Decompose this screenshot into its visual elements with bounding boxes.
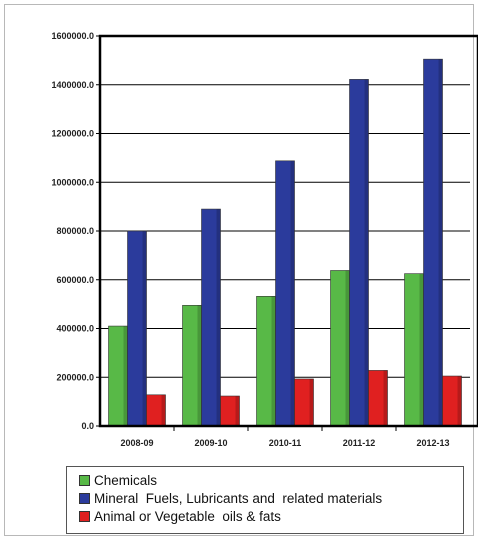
x-tick-label: 2008-09: [120, 438, 153, 448]
legend-swatch-chemicals: [79, 474, 90, 486]
plot-area-border: [98, 34, 478, 428]
chart-frame: [4, 4, 474, 536]
y-axis-tick-labels: 0.0 200000.0 400000.0 600000.0 800000.0 10000…: [51, 31, 94, 431]
legend-label-chemicals: Chemicals: [94, 472, 158, 488]
bar-shade: [383, 370, 388, 426]
x-tick-label: 2012-13: [416, 438, 449, 448]
y-tick-label: 1200000.0: [51, 129, 94, 139]
y-tick-label: 800000.0: [56, 226, 94, 236]
bar-shade: [197, 305, 202, 426]
plot-border: [98, 34, 478, 428]
y-tick-label: 400000.0: [56, 324, 94, 334]
legend-item-chemicals: Chemicals: [79, 471, 463, 489]
x-axis-tick-labels: 2008-09 2009-10 2010-11 2011-12 2012-13: [120, 438, 449, 448]
legend-label-animal-vegetable-oils: Animal or Vegetable oils & fats: [94, 508, 281, 524]
bar-shade: [161, 394, 166, 426]
y-tick-label: 600000.0: [56, 275, 94, 285]
x-tick-label: 2009-10: [194, 438, 227, 448]
y-tick-label: 1000000.0: [51, 177, 94, 187]
legend-item-animal-vegetable-oils: Animal or Vegetable oils & fats: [79, 507, 463, 525]
legend-label-mineral-fuels: Mineral Fuels, Lubricants and related ma…: [94, 490, 383, 506]
bar-shade: [364, 79, 369, 426]
bar-shade: [235, 396, 240, 426]
bar-shade: [290, 160, 295, 427]
bar-shade: [271, 296, 276, 426]
legend-swatch-mineral-fuels: [79, 492, 90, 504]
y-tick-label: 0.0: [81, 421, 94, 431]
x-tick-label: 2011-12: [343, 438, 376, 448]
bar-shade: [419, 273, 424, 426]
bar-shade: [216, 209, 221, 426]
bar-shade: [457, 376, 462, 426]
legend-swatch-animal-vegetable-oils: [79, 510, 90, 522]
bar-shade: [123, 326, 128, 426]
legend-item-mineral-fuels: Mineral Fuels, Lubricants and related ma…: [79, 489, 463, 507]
bar-shade: [309, 378, 314, 426]
x-tick-label: 2010-11: [269, 438, 302, 448]
bar-shade: [142, 231, 147, 426]
y-tick-label: 200000.0: [56, 372, 94, 382]
legend: Chemicals Mineral Fuels, Lubricants and …: [66, 466, 464, 534]
bars: [108, 58, 462, 427]
bar-shade: [345, 270, 350, 426]
bar-shade: [438, 59, 443, 426]
y-tick-label: 1600000.0: [51, 31, 94, 41]
y-tick-label: 1400000.0: [51, 80, 94, 90]
